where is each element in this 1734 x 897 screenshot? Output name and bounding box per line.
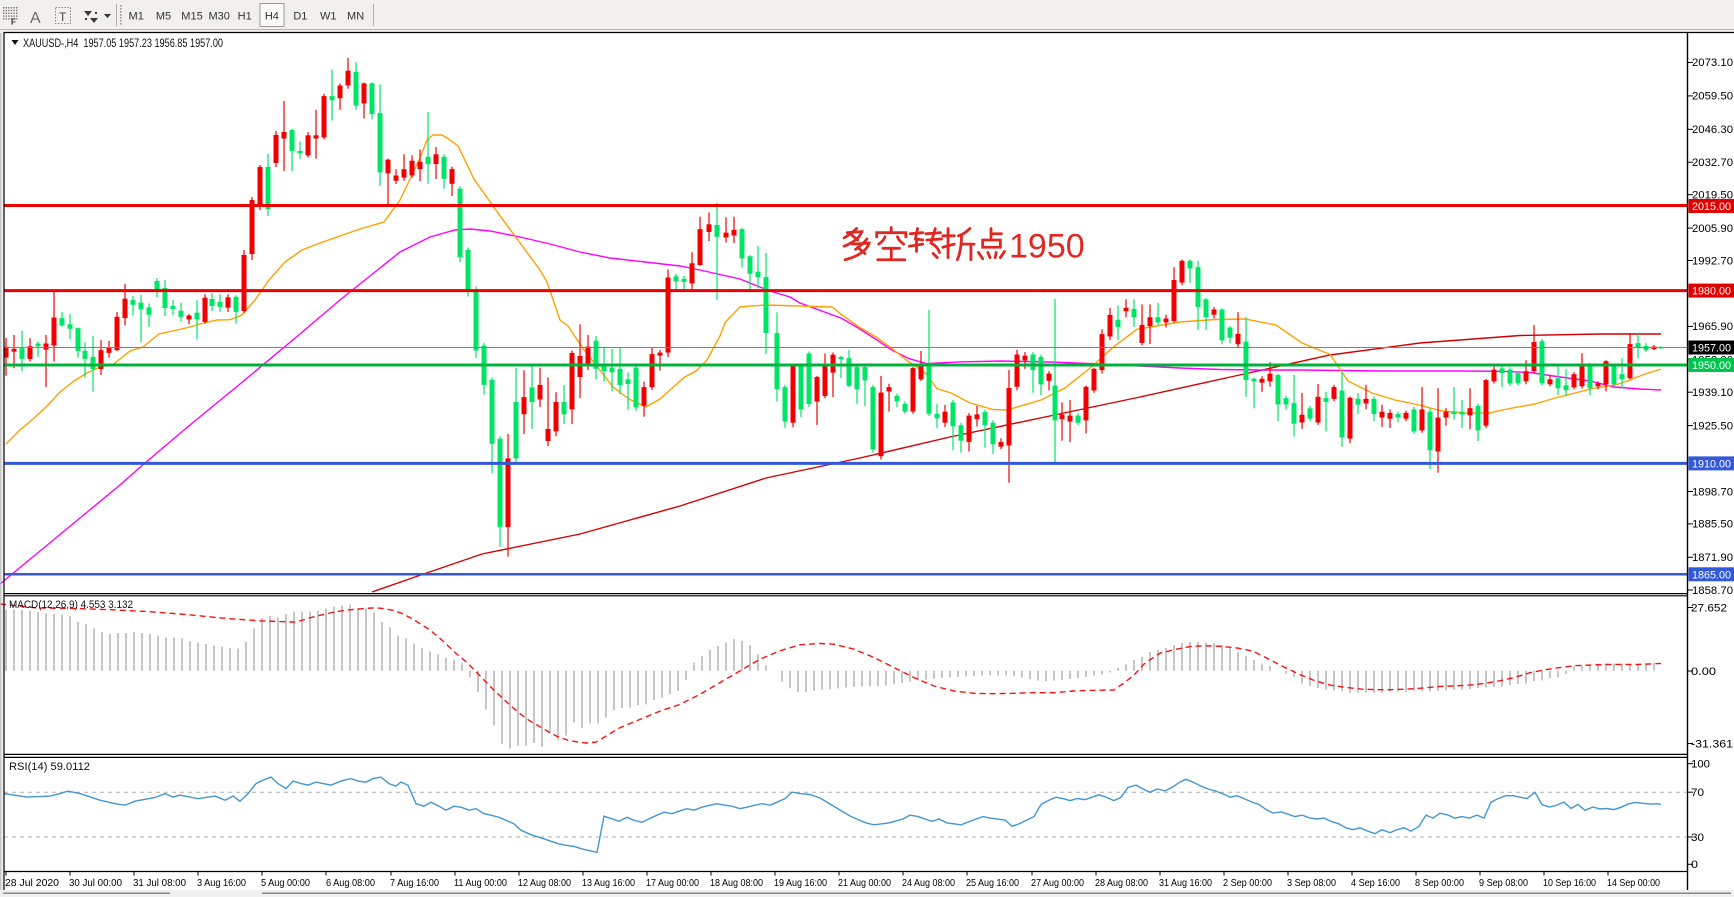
- svg-text:2059.50: 2059.50: [1692, 91, 1733, 103]
- svg-text:M30: M30: [208, 11, 229, 23]
- svg-text:2015.00: 2015.00: [1692, 201, 1731, 213]
- svg-text:1957.00: 1957.00: [1692, 343, 1731, 355]
- svg-text:2046.30: 2046.30: [1692, 124, 1733, 136]
- svg-text:9 Sep 08:00: 9 Sep 08:00: [1479, 878, 1528, 889]
- svg-text:18 Aug 08:00: 18 Aug 08:00: [710, 878, 763, 889]
- svg-text:-31.361: -31.361: [1691, 738, 1733, 750]
- svg-text:100: 100: [1691, 759, 1710, 771]
- svg-text:7 Aug 16:00: 7 Aug 16:00: [390, 878, 439, 889]
- svg-text:1992.70: 1992.70: [1692, 255, 1733, 267]
- svg-text:3 Aug 16:00: 3 Aug 16:00: [197, 878, 246, 889]
- svg-text:1925.50: 1925.50: [1692, 420, 1733, 432]
- svg-text:27.652: 27.652: [1691, 602, 1727, 614]
- svg-text:21 Aug 00:00: 21 Aug 00:00: [838, 878, 891, 889]
- svg-text:D1: D1: [293, 11, 307, 23]
- svg-text:0.00: 0.00: [1691, 666, 1716, 678]
- svg-text:XAUUSD-,H4 1957.05 1957.23 19: XAUUSD-,H4 1957.05 1957.23 1956.85 1957.…: [23, 36, 223, 50]
- svg-text:2073.10: 2073.10: [1692, 57, 1733, 69]
- svg-text:6 Aug 08:00: 6 Aug 08:00: [326, 878, 375, 889]
- svg-text:5 Aug 00:00: 5 Aug 00:00: [261, 878, 310, 889]
- svg-text:24 Aug 08:00: 24 Aug 08:00: [902, 878, 955, 889]
- svg-text:27 Aug 00:00: 27 Aug 00:00: [1031, 878, 1084, 889]
- svg-text:M1: M1: [129, 11, 144, 23]
- svg-text:1865.00: 1865.00: [1692, 569, 1731, 581]
- svg-text:1885.50: 1885.50: [1692, 519, 1733, 531]
- svg-text:1871.90: 1871.90: [1692, 552, 1733, 564]
- svg-text:A: A: [30, 10, 41, 27]
- svg-text:3 Sep 08:00: 3 Sep 08:00: [1287, 878, 1336, 889]
- svg-text:H1: H1: [238, 11, 252, 23]
- svg-text:1965.90: 1965.90: [1692, 321, 1733, 333]
- svg-text:1980.00: 1980.00: [1692, 286, 1731, 298]
- svg-text:2019.50: 2019.50: [1692, 190, 1733, 202]
- svg-text:30: 30: [1691, 832, 1704, 844]
- svg-text:11 Aug 00:00: 11 Aug 00:00: [454, 878, 507, 889]
- svg-text:T: T: [59, 10, 67, 24]
- svg-text:19 Aug 16:00: 19 Aug 16:00: [774, 878, 827, 889]
- svg-text:1950: 1950: [1009, 228, 1085, 266]
- svg-text:2 Sep 00:00: 2 Sep 00:00: [1223, 878, 1272, 889]
- svg-text:M5: M5: [156, 11, 171, 23]
- svg-text:13 Aug 16:00: 13 Aug 16:00: [582, 878, 635, 889]
- svg-text:14 Sep 00:00: 14 Sep 00:00: [1607, 878, 1660, 889]
- svg-text:1939.10: 1939.10: [1692, 387, 1733, 399]
- svg-text:M15: M15: [181, 11, 202, 23]
- svg-text:RSI(14) 59.0112: RSI(14) 59.0112: [9, 761, 90, 773]
- svg-text:2032.70: 2032.70: [1692, 157, 1733, 169]
- svg-text:28 Aug 08:00: 28 Aug 08:00: [1095, 878, 1148, 889]
- svg-text:28 Jul 2020: 28 Jul 2020: [5, 878, 59, 889]
- svg-text:MN: MN: [347, 11, 364, 23]
- svg-text:1858.70: 1858.70: [1692, 585, 1733, 597]
- svg-text:31 Jul 08:00: 31 Jul 08:00: [133, 878, 186, 889]
- svg-text:8 Sep 00:00: 8 Sep 00:00: [1415, 878, 1464, 889]
- svg-text:25 Aug 16:00: 25 Aug 16:00: [966, 878, 1019, 889]
- svg-text:12 Aug 08:00: 12 Aug 08:00: [518, 878, 571, 889]
- svg-text:F: F: [11, 18, 16, 27]
- svg-text:1950.00: 1950.00: [1692, 360, 1731, 372]
- svg-text:70: 70: [1691, 787, 1704, 799]
- svg-text:31 Aug 16:00: 31 Aug 16:00: [1159, 878, 1212, 889]
- svg-text:4 Sep 16:00: 4 Sep 16:00: [1351, 878, 1400, 889]
- svg-text:30 Jul 00:00: 30 Jul 00:00: [69, 878, 122, 889]
- svg-text:1898.70: 1898.70: [1692, 486, 1733, 498]
- svg-text:10 Sep 16:00: 10 Sep 16:00: [1543, 878, 1596, 889]
- svg-text:17 Aug 00:00: 17 Aug 00:00: [646, 878, 699, 889]
- svg-text:2005.90: 2005.90: [1692, 223, 1733, 235]
- svg-text:MACD(12,26,9) 4.553 3.132: MACD(12,26,9) 4.553 3.132: [9, 599, 133, 611]
- svg-text:H4: H4: [265, 11, 279, 23]
- svg-text:1910.00: 1910.00: [1692, 458, 1731, 470]
- svg-text:W1: W1: [320, 11, 337, 23]
- svg-text:0: 0: [1691, 859, 1698, 871]
